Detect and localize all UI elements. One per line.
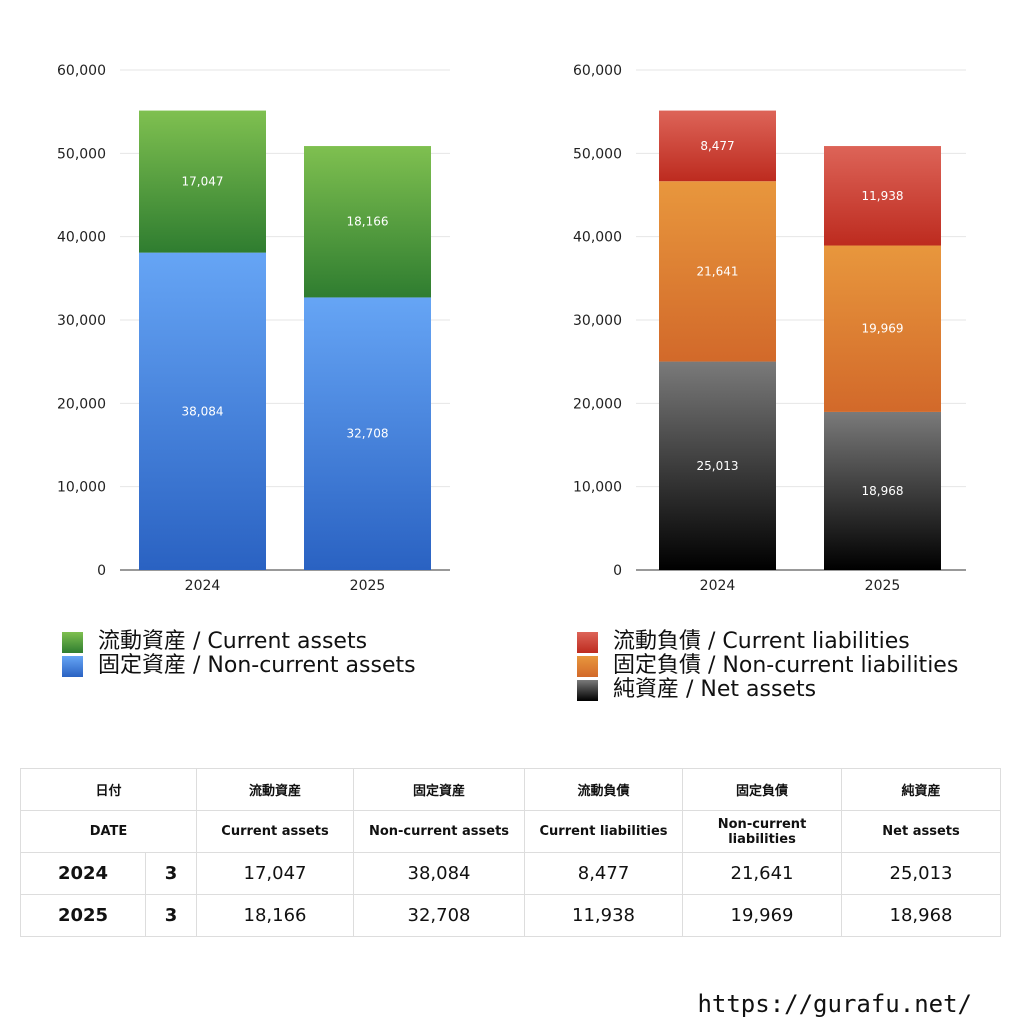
y-tick-label: 40,000	[573, 230, 622, 246]
y-tick-label: 40,000	[57, 230, 106, 246]
y-tick-label: 0	[97, 563, 106, 579]
header-current-assets-en: Current assets	[196, 810, 355, 853]
cell-non-current-assets: 38,084	[353, 852, 526, 895]
legend-swatch-non-current-liabilities	[577, 655, 598, 677]
financial-data-table: 日付 流動資産 固定資産 流動負債 固定負債 純資産 DATE Current …	[19, 768, 1002, 937]
table-header-jp-row: 日付 流動資産 固定資産 流動負債 固定負債 純資産	[19, 768, 1002, 811]
bar-segment	[824, 146, 941, 246]
row-year: 2024	[20, 852, 146, 895]
legend-item-current-assets: 流動資産 / Current assets	[62, 630, 416, 654]
cell-non-current-liabilities: 19,969	[682, 894, 843, 937]
cell-current-assets: 17,047	[196, 852, 355, 895]
y-tick-label: 50,000	[573, 146, 622, 162]
cell-net-assets: 18,968	[841, 894, 1002, 937]
y-tick-label: 60,000	[573, 63, 622, 79]
table-row: 2025 3 18,166 32,708 11,938 19,969 18,96…	[20, 894, 1002, 937]
site-url[interactable]: https://gurafu.net/	[697, 990, 972, 1018]
legend-item-non-current-assets: 固定資産 / Non-current assets	[62, 654, 416, 678]
row-month: 3	[144, 852, 198, 895]
legend-item-current-liabilities: 流動負債 / Current liabilities	[577, 630, 958, 654]
row-year: 2025	[20, 894, 146, 937]
bar-segment	[304, 297, 431, 570]
legend-swatch-non-current-assets	[62, 655, 83, 677]
bar-segment	[139, 252, 266, 570]
legend-label-non-current-assets: 固定資産 / Non-current assets	[98, 653, 416, 678]
bar-value-label: 32,708	[347, 427, 389, 441]
legend-swatch-net-assets	[577, 679, 598, 701]
cell-non-current-assets: 32,708	[353, 894, 526, 937]
legend-item-net-assets: 純資産 / Net assets	[577, 678, 958, 702]
y-tick-label: 50,000	[57, 146, 106, 162]
bar-segment	[659, 110, 776, 182]
legend-label-current-liabilities: 流動負債 / Current liabilities	[613, 629, 910, 654]
bar-value-label: 11,938	[862, 189, 904, 203]
table-row: 2024 3 17,047 38,084 8,477 21,641 25,013	[20, 852, 1002, 895]
bar-segment	[659, 361, 776, 570]
table-header-en-row: DATE Current assets Non-current assets C…	[19, 810, 1002, 853]
assets-chart: 0 10,000 20,000 30,000 40,000 50,000 60,000 38,…	[57, 63, 450, 594]
y-tick-label: 0	[613, 563, 622, 579]
x-tick-label: 2024	[700, 578, 736, 594]
legend-item-non-current-liabilities: 固定負債 / Non-current liabilities	[577, 654, 958, 678]
cell-current-liabilities: 11,938	[524, 894, 684, 937]
y-tick-label: 20,000	[57, 396, 106, 412]
header-current-liabilities-en: Current liabilities	[524, 810, 684, 853]
bar-value-label: 19,969	[862, 322, 904, 336]
header-current-liabilities-jp: 流動負債	[524, 768, 684, 811]
bar-value-label: 18,968	[862, 484, 904, 498]
legend-label-non-current-liabilities: 固定負債 / Non-current liabilities	[613, 653, 959, 678]
y-tick-label: 10,000	[57, 480, 106, 496]
cell-net-assets: 25,013	[841, 852, 1002, 895]
bar-value-label: 21,641	[697, 264, 739, 278]
liabilities-legend: 流動負債 / Current liabilities 固定負債 / Non-cu…	[577, 630, 958, 702]
liabilities-chart: 0 10,000 20,000 30,000 40,000 50,000 60,000 25,…	[573, 63, 966, 594]
header-non-current-liabilities-en: Non-current liabilities	[682, 810, 843, 853]
bar-value-label: 38,084	[182, 404, 224, 418]
legend-swatch-current-liabilities	[577, 631, 598, 653]
header-current-assets-jp: 流動資産	[196, 768, 355, 811]
y-tick-label: 30,000	[573, 313, 622, 329]
bar-value-label: 18,166	[347, 215, 389, 229]
legend-label-net-assets: 純資産 / Net assets	[613, 677, 817, 702]
y-tick-label: 30,000	[57, 313, 106, 329]
cell-non-current-liabilities: 21,641	[682, 852, 843, 895]
header-non-current-assets-jp: 固定資産	[353, 768, 526, 811]
bar-segment	[824, 411, 941, 570]
bar-segment	[824, 245, 941, 412]
bar-segment	[139, 110, 266, 253]
header-date-jp: 日付	[19, 768, 198, 811]
bar-segment	[304, 146, 431, 298]
x-tick-label: 2025	[865, 578, 901, 594]
header-date-en: DATE	[19, 810, 198, 853]
row-month: 3	[144, 894, 198, 937]
bar-value-label: 8,477	[700, 139, 734, 153]
legend-swatch-current-assets	[62, 631, 83, 653]
bar-value-label: 17,047	[182, 175, 224, 189]
cell-current-liabilities: 8,477	[524, 852, 684, 895]
legend-label-current-assets: 流動資産 / Current assets	[98, 629, 368, 654]
bar-segment	[659, 181, 776, 362]
y-tick-label: 60,000	[57, 63, 106, 79]
header-net-assets-en: Net assets	[841, 810, 1002, 853]
y-tick-label: 20,000	[573, 396, 622, 412]
header-non-current-assets-en: Non-current assets	[353, 810, 526, 853]
cell-current-assets: 18,166	[196, 894, 355, 937]
x-tick-label: 2025	[350, 578, 386, 594]
y-tick-label: 10,000	[573, 480, 622, 496]
header-net-assets-jp: 純資産	[841, 768, 1002, 811]
bar-value-label: 25,013	[697, 459, 739, 473]
assets-legend: 流動資産 / Current assets 固定資産 / Non-current…	[62, 630, 416, 678]
header-non-current-liabilities-jp: 固定負債	[682, 768, 843, 811]
x-tick-label: 2024	[185, 578, 221, 594]
